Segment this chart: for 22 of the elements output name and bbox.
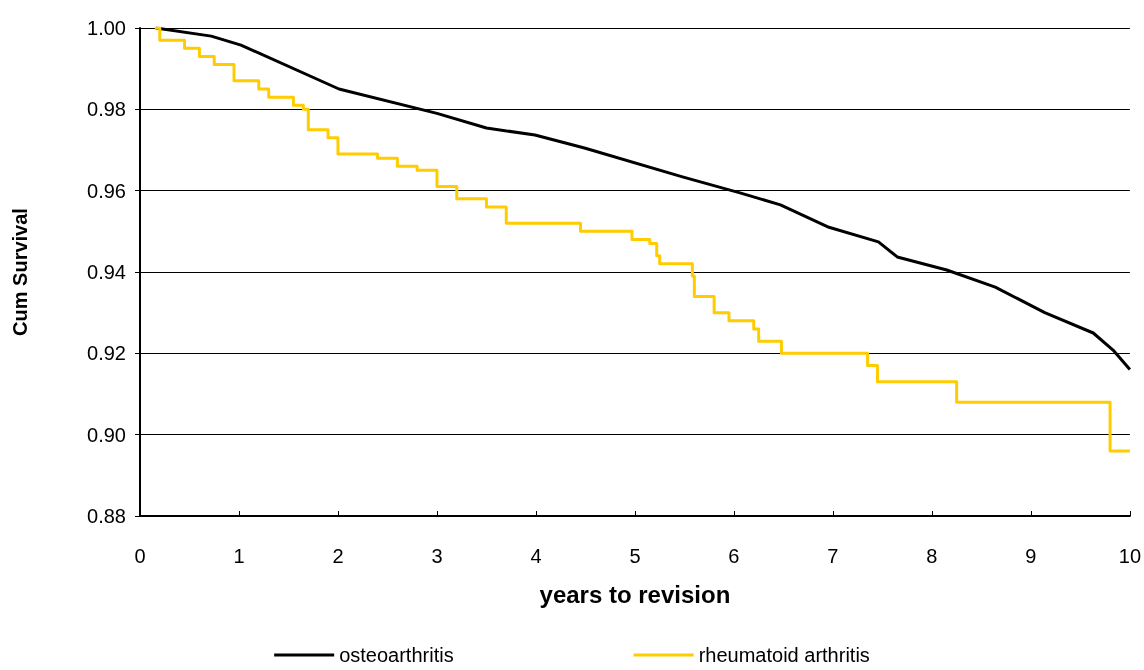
y-tick-label: 0.94 [87, 261, 126, 283]
x-axis-title: years to revision [539, 580, 731, 608]
x-tick-label: 8 [926, 545, 938, 567]
legend-label: rheumatoid arthritis [698, 644, 870, 666]
x-tick-label: 9 [1025, 545, 1037, 567]
x-tick-label: 7 [827, 545, 839, 567]
y-tick-label: 1.00 [87, 17, 126, 39]
x-tick-label: 0 [134, 545, 146, 567]
legend-label: osteoarthritis [339, 644, 454, 666]
x-tick-label: 4 [530, 545, 542, 567]
y-axis-title: Cum Survival [9, 208, 31, 336]
x-tick-label: 5 [629, 545, 641, 567]
y-tick-label: 0.92 [87, 342, 126, 365]
x-tick-label: 2 [332, 545, 344, 567]
y-tick-label: 0.98 [87, 98, 126, 121]
x-tick-label: 6 [728, 545, 740, 567]
x-tick-label: 1 [233, 545, 245, 567]
x-tick-label: 3 [431, 545, 443, 567]
y-tick-label: 0.90 [87, 423, 126, 446]
x-tick-label: 10 [1118, 545, 1141, 567]
y-tick-label: 0.96 [87, 179, 126, 202]
y-tick-label: 0.88 [87, 505, 126, 527]
